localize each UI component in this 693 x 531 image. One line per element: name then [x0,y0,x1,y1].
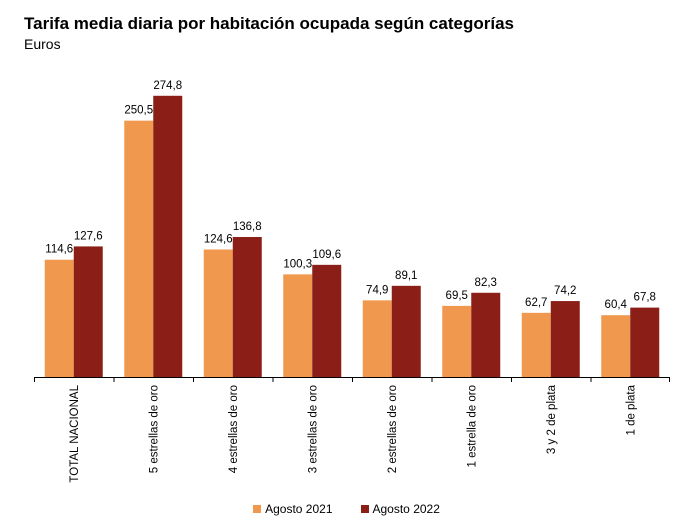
bar-agosto-2022-1-de-plata [630,307,660,377]
data-label: 74,9 [366,284,388,296]
bar-agosto-2021-3-estrellas-de-oro [283,274,313,377]
bar-agosto-2022-3-estrellas-de-oro [312,264,342,377]
bar-agosto-2022-total-nacional [73,246,103,377]
category-label-1-estrella-de-oro: 1 estrella de oro [466,385,478,467]
category-label-3-estrellas-de-oro: 3 estrellas de oro [307,385,319,473]
bar-agosto-2021-total-nacional [44,259,74,377]
data-label: 114,6 [45,244,73,256]
data-label: 82,3 [475,277,497,289]
data-label: 89,1 [395,270,417,282]
data-label: 274,8 [153,80,182,92]
bar-agosto-2021-1-de-plata [601,315,631,377]
bar-agosto-2021-1-estrella-de-oro [442,305,472,377]
legend: Agosto 2021 Agosto 2022 [0,502,693,516]
legend-item-agosto-2022: Agosto 2022 [360,502,440,516]
legend-label-agosto-2021: Agosto 2021 [265,502,333,516]
bar-agosto-2021-3-y-2-de-plata [521,312,551,377]
data-label: 100,3 [283,258,312,270]
category-label-total-nacional: TOTAL NACIONAL [69,384,81,482]
legend-swatch-agosto-2021 [253,505,262,513]
category-label-2-estrellas-de-oro: 2 estrellas de oro [387,385,399,473]
data-label: 62,7 [525,297,547,309]
chart-title: Tarifa media diaria por habitación ocupa… [24,14,514,33]
data-label: 109,6 [312,249,341,261]
category-label-3-y-2-de-plata: 3 y 2 de plata [546,384,558,454]
bar-agosto-2022-1-estrella-de-oro [471,292,501,377]
data-label: 250,5 [124,105,153,117]
bar-agosto-2022-3-y-2-de-plata [550,301,580,377]
legend-swatch-agosto-2022 [360,505,369,513]
bar-agosto-2021-4-estrellas-de-oro [203,249,233,377]
chart-subtitle: Euros [24,36,61,52]
data-label: 74,2 [554,285,576,297]
legend-item-agosto-2021: Agosto 2021 [253,502,333,516]
legend-label-agosto-2022: Agosto 2022 [372,502,440,516]
data-label: 127,6 [74,230,103,242]
bar-agosto-2021-2-estrellas-de-oro [362,300,392,377]
bar-agosto-2022-5-estrellas-de-oro [153,95,183,378]
data-label: 69,5 [446,290,468,302]
data-label: 136,8 [233,221,262,233]
bar-agosto-2022-2-estrellas-de-oro [391,285,421,377]
bar-agosto-2022-4-estrellas-de-oro [232,237,262,377]
category-label-1-de-plata: 1 de plata [625,384,637,435]
data-label: 67,8 [634,292,656,304]
category-label-5-estrellas-de-oro: 5 estrellas de oro [148,385,160,473]
category-label-4-estrellas-de-oro: 4 estrellas de oro [228,385,240,473]
data-label: 124,6 [204,233,233,245]
data-label: 60,4 [605,299,628,311]
bar-agosto-2021-5-estrellas-de-oro [124,120,154,377]
